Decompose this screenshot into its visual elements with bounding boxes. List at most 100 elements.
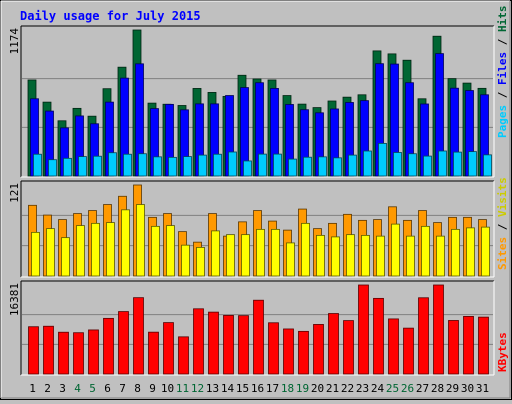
- bar-visits-day-8: [136, 204, 145, 277]
- bar-visits-day-3: [61, 237, 70, 277]
- bar-visits-day-2: [46, 228, 55, 277]
- bar-visits-day-21: [331, 236, 340, 277]
- x-tick-label-day-4: 4: [74, 382, 81, 395]
- x-tick-label-day-6: 6: [104, 382, 111, 395]
- panels-layer: 1174 121 16381: [8, 25, 495, 376]
- bar-kbytes-day-2: [43, 325, 54, 375]
- bar-kbytes-day-29: [448, 320, 459, 375]
- bar-pages-day-27: [423, 155, 432, 177]
- bar-pages-day-21: [333, 157, 342, 177]
- x-tick-label-day-25: 25: [386, 382, 399, 395]
- x-tick-label-day-3: 3: [59, 382, 66, 395]
- bar-kbytes-day-18: [283, 328, 294, 375]
- bar-visits-day-1: [31, 231, 40, 277]
- bar-visits-day-10: [166, 225, 175, 277]
- x-tick-label-day-16: 16: [251, 382, 264, 395]
- bar-kbytes-day-12: [193, 308, 204, 375]
- x-tick-label-day-31: 31: [476, 382, 489, 395]
- x-tick-label-day-15: 15: [236, 382, 249, 395]
- bar-visits-day-9: [151, 225, 160, 277]
- bar-pages-day-1: [33, 153, 42, 177]
- x-tick-label-day-27: 27: [416, 382, 429, 395]
- x-tick-label-day-30: 30: [461, 382, 474, 395]
- x-tick-label-day-18: 18: [281, 382, 294, 395]
- bar-visits-day-26: [406, 235, 415, 277]
- bar-visits-day-19: [301, 222, 310, 277]
- bar-kbytes-day-26: [403, 327, 414, 375]
- bar-visits-day-31: [481, 226, 490, 277]
- bar-visits-day-14: [226, 234, 235, 277]
- bar-pages-day-26: [408, 153, 417, 177]
- x-tick-label-day-12: 12: [191, 382, 204, 395]
- bar-pages-day-13: [213, 153, 222, 177]
- bar-kbytes-day-27: [418, 297, 429, 375]
- x-tick-label-day-1: 1: [29, 382, 36, 395]
- bar-pages-day-16: [258, 153, 267, 177]
- y-tick-label: 16381: [8, 283, 21, 316]
- x-tick-label-day-9: 9: [149, 382, 156, 395]
- legend-group: KBytes: [496, 332, 509, 372]
- x-tick-label-day-29: 29: [446, 382, 459, 395]
- bar-pages-day-28: [438, 150, 447, 177]
- bar-pages-day-20: [318, 156, 327, 177]
- bar-visits-day-27: [421, 225, 430, 277]
- x-tick-label-day-24: 24: [371, 382, 385, 395]
- bar-kbytes-day-30: [463, 316, 474, 375]
- x-tick-label-day-22: 22: [341, 382, 354, 395]
- bar-pages-day-5: [93, 155, 102, 177]
- x-tick-label-day-13: 13: [206, 382, 219, 395]
- bar-visits-day-17: [271, 228, 280, 277]
- bar-visits-day-18: [286, 242, 295, 277]
- x-tick-label-day-19: 19: [296, 382, 309, 395]
- legend-label-visits: Visits: [496, 177, 509, 217]
- bar-visits-day-6: [106, 222, 115, 277]
- bar-pages-day-11: [183, 156, 192, 177]
- bar-kbytes-day-24: [373, 297, 384, 375]
- bar-kbytes-day-8: [133, 297, 144, 375]
- panel-top: 1174: [8, 25, 495, 178]
- bar-visits-day-13: [211, 230, 220, 277]
- bar-visits-day-16: [256, 228, 265, 277]
- bar-visits-day-24: [376, 235, 385, 277]
- bar-kbytes-day-15: [238, 315, 249, 375]
- bar-pages-day-24: [378, 143, 387, 177]
- x-tick-label-day-23: 23: [356, 382, 369, 395]
- x-tick-label-day-14: 14: [221, 382, 235, 395]
- series-legend: Pages / Files / Hits Sites / Visits KBytes: [496, 6, 509, 373]
- legend-label-kbytes: KBytes: [496, 332, 509, 372]
- bar-pages-day-10: [168, 156, 177, 177]
- bar-kbytes-day-7: [118, 311, 129, 375]
- x-axis-labels: 1 2 3 4 5 6 7 8 9 10 11 12 13 14 15 16 17 18 19 20 21 22 23 24 2…: [29, 382, 489, 395]
- bar-kbytes-day-6: [103, 317, 114, 375]
- bar-visits-day-28: [436, 235, 445, 277]
- bar-pages-day-2: [48, 159, 57, 177]
- x-tick-label-day-8: 8: [134, 382, 141, 395]
- bar-visits-day-11: [181, 244, 190, 277]
- bar-visits-day-7: [121, 209, 130, 277]
- bar-kbytes-day-14: [223, 315, 234, 375]
- legend-separator: /: [496, 85, 509, 105]
- x-tick-label-day-7: 7: [119, 382, 126, 395]
- x-tick-label-day-11: 11: [176, 382, 189, 395]
- bar-pages-day-29: [453, 151, 462, 177]
- bar-pages-day-15: [243, 160, 252, 177]
- bar-kbytes-day-21: [328, 313, 339, 375]
- bar-pages-day-30: [468, 151, 477, 177]
- bar-visits-day-12: [196, 247, 205, 277]
- bar-kbytes-day-23: [358, 284, 369, 375]
- x-tick-label-day-21: 21: [326, 382, 339, 395]
- bar-pages-day-12: [198, 154, 207, 177]
- bar-kbytes-day-22: [343, 320, 354, 375]
- bar-visits-day-29: [451, 228, 460, 277]
- bar-kbytes-day-13: [208, 311, 219, 375]
- bar-kbytes-day-25: [388, 318, 399, 375]
- bar-kbytes-day-16: [253, 299, 264, 375]
- bar-pages-day-18: [288, 158, 297, 177]
- x-tick-label-day-10: 10: [161, 382, 174, 395]
- bar-pages-day-8: [138, 153, 147, 177]
- bar-pages-day-19: [303, 156, 312, 177]
- bar-kbytes-day-1: [28, 326, 39, 375]
- bar-visits-day-25: [391, 223, 400, 277]
- bar-kbytes-day-28: [433, 284, 444, 375]
- bar-pages-day-22: [348, 154, 357, 177]
